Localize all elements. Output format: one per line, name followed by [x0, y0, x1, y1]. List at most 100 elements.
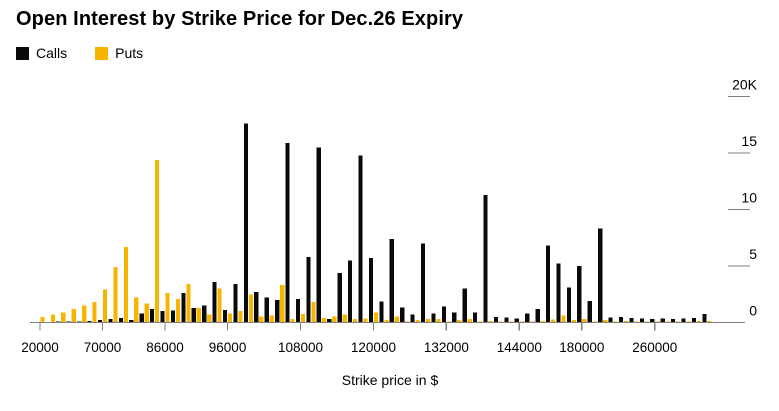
call-bar — [441, 306, 446, 323]
call-bar — [139, 313, 144, 323]
call-bar — [514, 318, 519, 323]
x-tick-label: 180000 — [559, 340, 604, 355]
call-bar — [535, 308, 540, 323]
call-bar — [348, 260, 353, 323]
call-bar — [108, 319, 113, 323]
put-bar — [363, 318, 368, 323]
call-bar — [462, 288, 467, 323]
put-bar — [623, 320, 629, 323]
put-bar — [134, 297, 139, 323]
call-bar — [473, 312, 478, 323]
call-bar — [150, 308, 155, 323]
put-bar — [50, 314, 56, 323]
x-tick-label: 132000 — [424, 340, 469, 355]
call-bar — [389, 238, 394, 323]
call-bar — [650, 319, 655, 323]
call-bar — [202, 305, 207, 323]
put-bar — [540, 320, 545, 323]
put-bar — [394, 316, 399, 323]
x-tick-label: 20000 — [21, 340, 59, 355]
put-bar — [571, 320, 577, 323]
call-bar — [222, 310, 228, 323]
call-bar — [629, 317, 634, 323]
put-bar — [332, 316, 337, 323]
put-bar — [227, 313, 233, 323]
y-tick-label: 15 — [741, 133, 757, 149]
call-bar — [254, 291, 259, 323]
put-bar — [373, 312, 379, 323]
call-bar — [608, 317, 613, 323]
call-bar — [525, 313, 530, 323]
put-bar — [102, 289, 108, 323]
call-bar — [337, 272, 342, 323]
put-bar — [488, 320, 493, 323]
call-bar — [691, 317, 697, 323]
chart-title: Open Interest by Strike Price for Dec.26… — [16, 8, 464, 30]
put-bar — [384, 320, 389, 323]
put-bar — [425, 319, 431, 323]
put-bar — [217, 288, 222, 323]
call-bar — [285, 142, 290, 323]
call-bar — [368, 258, 374, 323]
put-bar — [269, 315, 274, 323]
call-bar — [129, 320, 134, 323]
y-tick-label: 0 — [749, 303, 757, 319]
put-bar — [71, 308, 76, 323]
legend-item-calls: Calls — [16, 45, 67, 61]
call-bar — [618, 316, 624, 323]
call-bar — [702, 314, 707, 323]
put-bar — [707, 320, 712, 323]
call-bar — [545, 245, 551, 323]
call-bar — [660, 318, 665, 323]
put-bar — [82, 305, 87, 323]
y-tick-label: 10 — [741, 190, 757, 206]
call-bar — [327, 319, 332, 323]
call-bar — [243, 123, 248, 323]
put-bar — [259, 316, 264, 323]
call-bar — [577, 266, 582, 323]
call-bar — [556, 263, 561, 323]
put-bar — [155, 159, 160, 323]
put-bar — [207, 314, 212, 323]
puts-swatch-icon — [95, 46, 109, 60]
put-bar — [582, 319, 587, 323]
call-bar — [452, 312, 457, 323]
call-bar — [400, 307, 405, 323]
put-bar — [300, 314, 306, 323]
legend-puts-label: Puts — [115, 45, 144, 61]
put-bar — [321, 317, 326, 323]
call-bar — [671, 319, 676, 323]
put-bar — [457, 320, 462, 323]
put-bar — [40, 316, 45, 323]
put-bar — [248, 294, 253, 323]
call-bar — [483, 194, 488, 323]
call-bar — [504, 317, 509, 323]
call-bar — [358, 155, 363, 323]
call-bar — [275, 299, 280, 323]
call-bar — [191, 307, 196, 323]
x-axis-title: Strike price in $ — [342, 372, 439, 388]
call-bar — [170, 310, 176, 323]
x-tick-label: 70000 — [84, 340, 122, 355]
put-bar — [342, 314, 347, 323]
put-bar — [311, 302, 316, 323]
call-bar — [212, 281, 217, 323]
call-bar — [316, 147, 321, 323]
put-bar — [353, 319, 358, 323]
x-tick-label: 108000 — [278, 340, 323, 355]
call-bar — [566, 287, 572, 323]
put-bar — [165, 293, 170, 323]
y-tick-label: 20K — [732, 77, 758, 93]
put-bar — [290, 319, 295, 323]
put-bar — [61, 312, 66, 323]
put-bar — [144, 303, 149, 323]
call-bar — [160, 311, 165, 323]
x-tick-label: 96000 — [209, 340, 247, 355]
call-bar — [639, 318, 644, 323]
put-bar — [196, 307, 201, 323]
call-bar — [410, 314, 415, 323]
put-bar — [561, 315, 566, 323]
put-bar — [467, 319, 472, 323]
put-bar — [238, 311, 243, 323]
